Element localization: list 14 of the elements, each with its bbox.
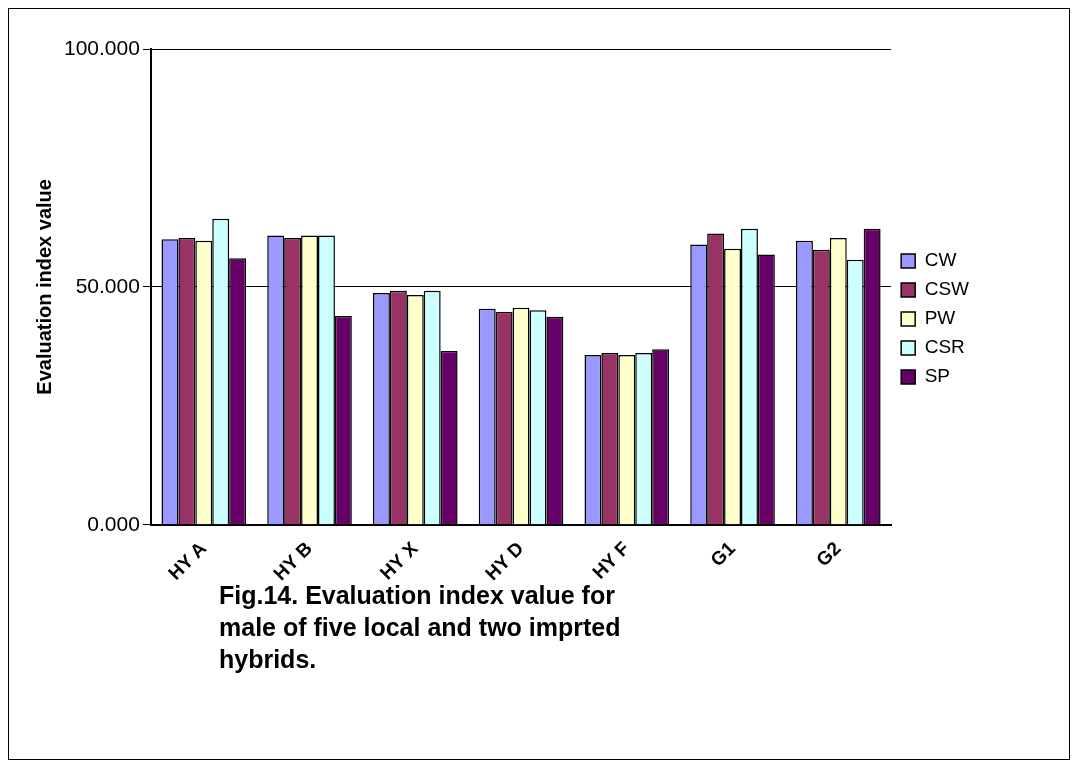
y-tick-label: 50.000 [75, 273, 140, 297]
x-tick-label: G1 [706, 537, 740, 571]
x-tick-label: G2 [812, 537, 845, 571]
y-axis-title: Evaluation index value [32, 179, 55, 395]
legend-label: CSR [924, 336, 965, 358]
legend-label: CW [924, 249, 957, 271]
y-tick-label: 0.000 [87, 511, 140, 535]
x-tick-label: HY X [375, 537, 423, 584]
x-tick-label: HY A [164, 537, 211, 584]
x-tick-label: HY F [588, 537, 634, 583]
y-tick-label: 100.000 [63, 35, 140, 59]
legend-label: SP [924, 365, 951, 387]
legend-label: CSW [924, 278, 970, 300]
legend-label: PW [924, 307, 956, 329]
